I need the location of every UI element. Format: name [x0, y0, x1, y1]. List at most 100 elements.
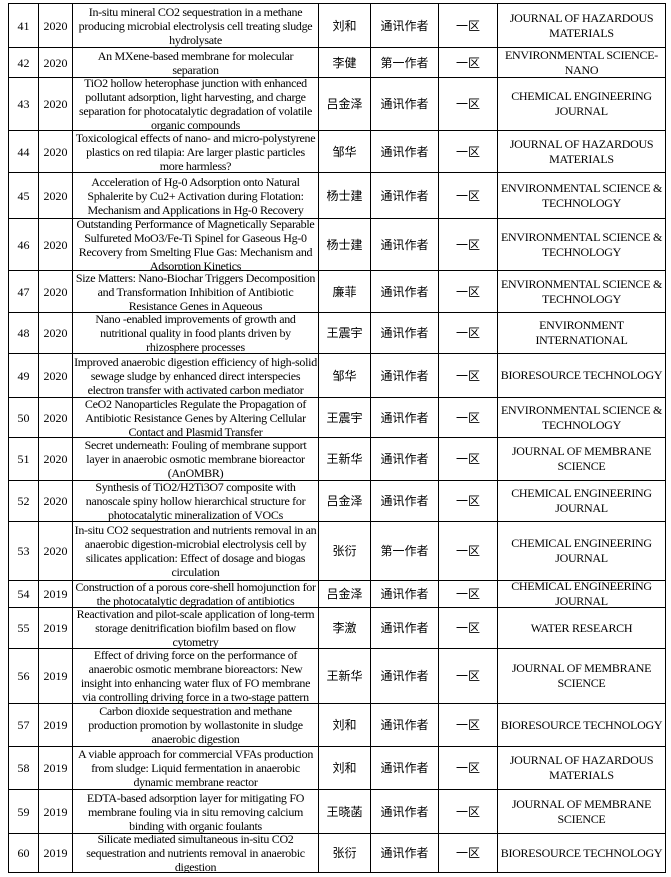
- journal-zone: 一区: [455, 621, 480, 635]
- author-role: 通讯作者: [380, 326, 429, 340]
- year: 2019: [43, 669, 68, 683]
- row-number-cell: 57: [8, 703, 39, 747]
- table-row: 51 2020 Secret underneath: Fouling of memb…: [8, 437, 666, 481]
- journal-name-cell: BIORESOURCE TECHNOLOGY: [497, 353, 666, 398]
- row-number-cell: 45: [8, 172, 39, 219]
- author-name: 邹华: [332, 368, 357, 383]
- year-cell: 2019: [38, 833, 73, 873]
- author-name: 刘和: [332, 718, 357, 732]
- journal-zone: 一区: [455, 544, 480, 558]
- journal-name: ENVIRONMENTAL SCIENCE & TECHNOLOGY: [500, 276, 663, 306]
- author-role: 通讯作者: [380, 368, 429, 383]
- paper-title-cell: TiO2 hollow heterophase junction with en…: [72, 77, 319, 131]
- paper-title-cell: Size Matters: Nano-Biochar Triggers Deco…: [72, 270, 319, 313]
- author-role-cell: 第一作者: [370, 521, 439, 581]
- row-number: 56: [17, 669, 30, 683]
- table-row: 54 2019 Construction of a porous core-shel…: [8, 580, 666, 608]
- paper-title: Nano -enabled improvements of growth and…: [95, 313, 296, 353]
- author-role: 通讯作者: [380, 97, 429, 111]
- table-row: 58 2019 A viable approach for commercial V…: [8, 746, 666, 790]
- journal-zone-cell: 一区: [438, 437, 498, 481]
- journal-name: ENVIRONMENTAL SCIENCE-NANO: [505, 48, 658, 77]
- author-role-cell: 通讯作者: [370, 353, 439, 398]
- journal-zone: 一区: [455, 587, 480, 601]
- row-number: 41: [17, 18, 30, 33]
- paper-title-cell: Carbon dioxide sequestration and methane…: [72, 703, 319, 747]
- journal-zone-cell: 一区: [438, 521, 498, 581]
- author-name: 张衍: [332, 544, 357, 558]
- journal-name: WATER RESEARCH: [530, 620, 633, 635]
- author-role-cell: 第一作者: [370, 47, 439, 78]
- author-name: 王震宇: [326, 326, 363, 340]
- journal-zone-cell: 一区: [438, 789, 498, 834]
- journal-zone-cell: 一区: [438, 3, 498, 48]
- year: 2019: [43, 846, 68, 860]
- row-number: 55: [17, 621, 30, 635]
- table-row: 48 2020 Nano -enabled improvements of grow…: [8, 312, 666, 354]
- year-cell: 2020: [38, 480, 73, 522]
- paper-title: A viable approach for commercial VFAs pr…: [77, 747, 314, 789]
- journal-name-cell: JOURNAL OF MEMBRANE SCIENCE: [497, 648, 666, 704]
- journal-name: CHEMICAL ENGINEERING JOURNAL: [511, 536, 652, 565]
- journal-name-cell: ENVIRONMENTAL SCIENCE-NANO: [497, 47, 666, 78]
- year: 2020: [43, 18, 68, 33]
- journal-zone-cell: 一区: [438, 77, 498, 131]
- year-cell: 2019: [38, 648, 73, 704]
- paper-title-cell: CeO2 Nanoparticles Regulate the Propagat…: [72, 397, 319, 438]
- author-role: 第一作者: [380, 55, 429, 70]
- table-row: 57 2019 Carbon dioxide sequestration and m…: [8, 703, 666, 747]
- year-cell: 2020: [38, 47, 73, 78]
- paper-title: In-situ mineral CO2 sequestration in a m…: [78, 4, 313, 47]
- author-name-cell: 王新华: [318, 437, 371, 481]
- table-row: 56 2019 Effect of driving force on the per…: [8, 648, 666, 704]
- journal-zone: 一区: [455, 97, 480, 111]
- row-number-cell: 56: [8, 648, 39, 704]
- journal-name-cell: JOURNAL OF HAZARDOUS MATERIALS: [497, 3, 666, 48]
- author-name-cell: 李激: [318, 607, 371, 649]
- year: 2020: [43, 410, 68, 425]
- author-name-cell: 刘和: [318, 703, 371, 747]
- row-number-cell: 47: [8, 270, 39, 313]
- row-number: 54: [17, 587, 30, 601]
- table-row: 50 2020 CeO2 Nanoparticles Regulate the Pr…: [8, 397, 666, 438]
- paper-title: Construction of a porous core-shell homo…: [75, 581, 316, 607]
- year: 2020: [43, 326, 68, 340]
- year: 2020: [43, 55, 68, 70]
- author-role: 通讯作者: [380, 494, 429, 508]
- table-row: 41 2020 In-situ mineral CO2 sequestration …: [8, 3, 666, 48]
- table-row: 44 2020 Toxicological effects of nano- and…: [8, 130, 666, 173]
- year-cell: 2020: [38, 397, 73, 438]
- journal-zone: 一区: [455, 452, 480, 466]
- row-number-cell: 43: [8, 77, 39, 131]
- author-role: 通讯作者: [380, 237, 429, 252]
- year: 2019: [43, 621, 68, 635]
- journal-name-cell: ENVIRONMENTAL SCIENCE & TECHNOLOGY: [497, 397, 666, 438]
- year-cell: 2019: [38, 789, 73, 834]
- author-name-cell: 刘和: [318, 746, 371, 790]
- author-role: 通讯作者: [380, 587, 429, 601]
- year-cell: 2020: [38, 77, 73, 131]
- journal-name-cell: ENVIRONMENTAL SCIENCE & TECHNOLOGY: [497, 270, 666, 313]
- author-role: 通讯作者: [380, 452, 429, 466]
- author-role-cell: 通讯作者: [370, 77, 439, 131]
- author-role-cell: 通讯作者: [370, 218, 439, 271]
- row-number: 50: [17, 410, 30, 425]
- journal-zone-cell: 一区: [438, 130, 498, 173]
- journal-name: JOURNAL OF MEMBRANE SCIENCE: [511, 796, 652, 826]
- journal-name-cell: ENVIRONMENTAL SCIENCE & TECHNOLOGY: [497, 218, 666, 271]
- year: 2020: [43, 368, 68, 383]
- table-row: 52 2020 Synthesis of TiO2/H2Ti3O7 composit…: [8, 480, 666, 522]
- author-role-cell: 通讯作者: [370, 312, 439, 354]
- journal-zone-cell: 一区: [438, 703, 498, 747]
- author-role-cell: 通讯作者: [370, 3, 439, 48]
- paper-title: CeO2 Nanoparticles Regulate the Propagat…: [84, 398, 307, 437]
- table-row: 42 2020 An MXene-based membrane for molecu…: [8, 47, 666, 78]
- journal-name: JOURNAL OF HAZARDOUS MATERIALS: [509, 753, 654, 782]
- journal-zone: 一区: [455, 804, 480, 819]
- author-name-cell: 邹华: [318, 353, 371, 398]
- paper-title: EDTA-based adsorption layer for mitigati…: [86, 790, 305, 833]
- row-number: 53: [17, 544, 30, 558]
- author-name-cell: 王震宇: [318, 312, 371, 354]
- journal-zone-cell: 一区: [438, 833, 498, 873]
- row-number: 49: [17, 368, 30, 383]
